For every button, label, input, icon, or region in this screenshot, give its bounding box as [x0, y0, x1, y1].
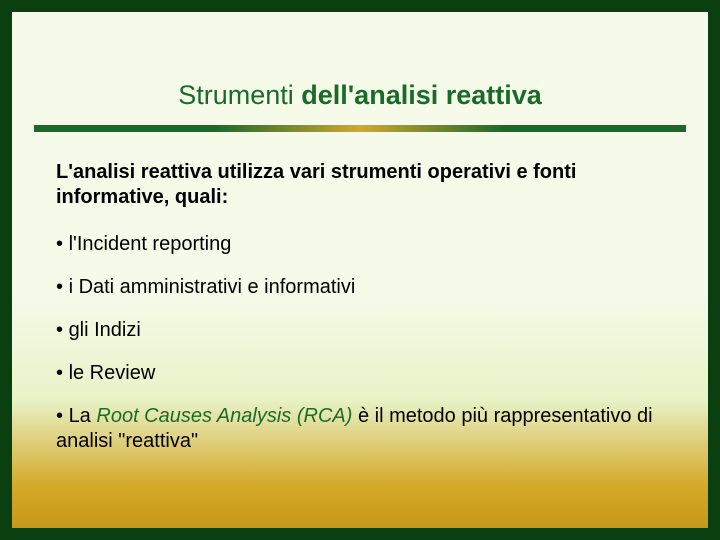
- slide-frame: Strumenti dell'analisi reattiva L'analis…: [0, 0, 720, 540]
- title-part1: Strumenti: [178, 80, 301, 110]
- list-item: gli Indizi: [56, 318, 664, 343]
- rca-term: Root Causes Analysis: [96, 405, 296, 427]
- bullet-list: l'Incident reporting i Dati amministrati…: [56, 232, 664, 454]
- list-item-last: La Root Causes Analysis (RCA) è il metod…: [56, 404, 664, 454]
- title-divider: [34, 125, 686, 132]
- list-item: le Review: [56, 361, 664, 386]
- title-part2: dell'analisi reattiva: [301, 80, 542, 110]
- rca-abbrev: (RCA): [297, 405, 358, 427]
- list-item: i Dati amministrativi e informativi: [56, 275, 664, 300]
- slide-title: Strumenti dell'analisi reattiva: [52, 80, 668, 111]
- intro-text: L'analisi reattiva utilizza vari strumen…: [56, 160, 664, 210]
- list-item: l'Incident reporting: [56, 232, 664, 257]
- last-prefix: La: [69, 405, 97, 427]
- title-area: Strumenti dell'analisi reattiva: [12, 12, 708, 125]
- content-area: L'analisi reattiva utilizza vari strumen…: [12, 132, 708, 454]
